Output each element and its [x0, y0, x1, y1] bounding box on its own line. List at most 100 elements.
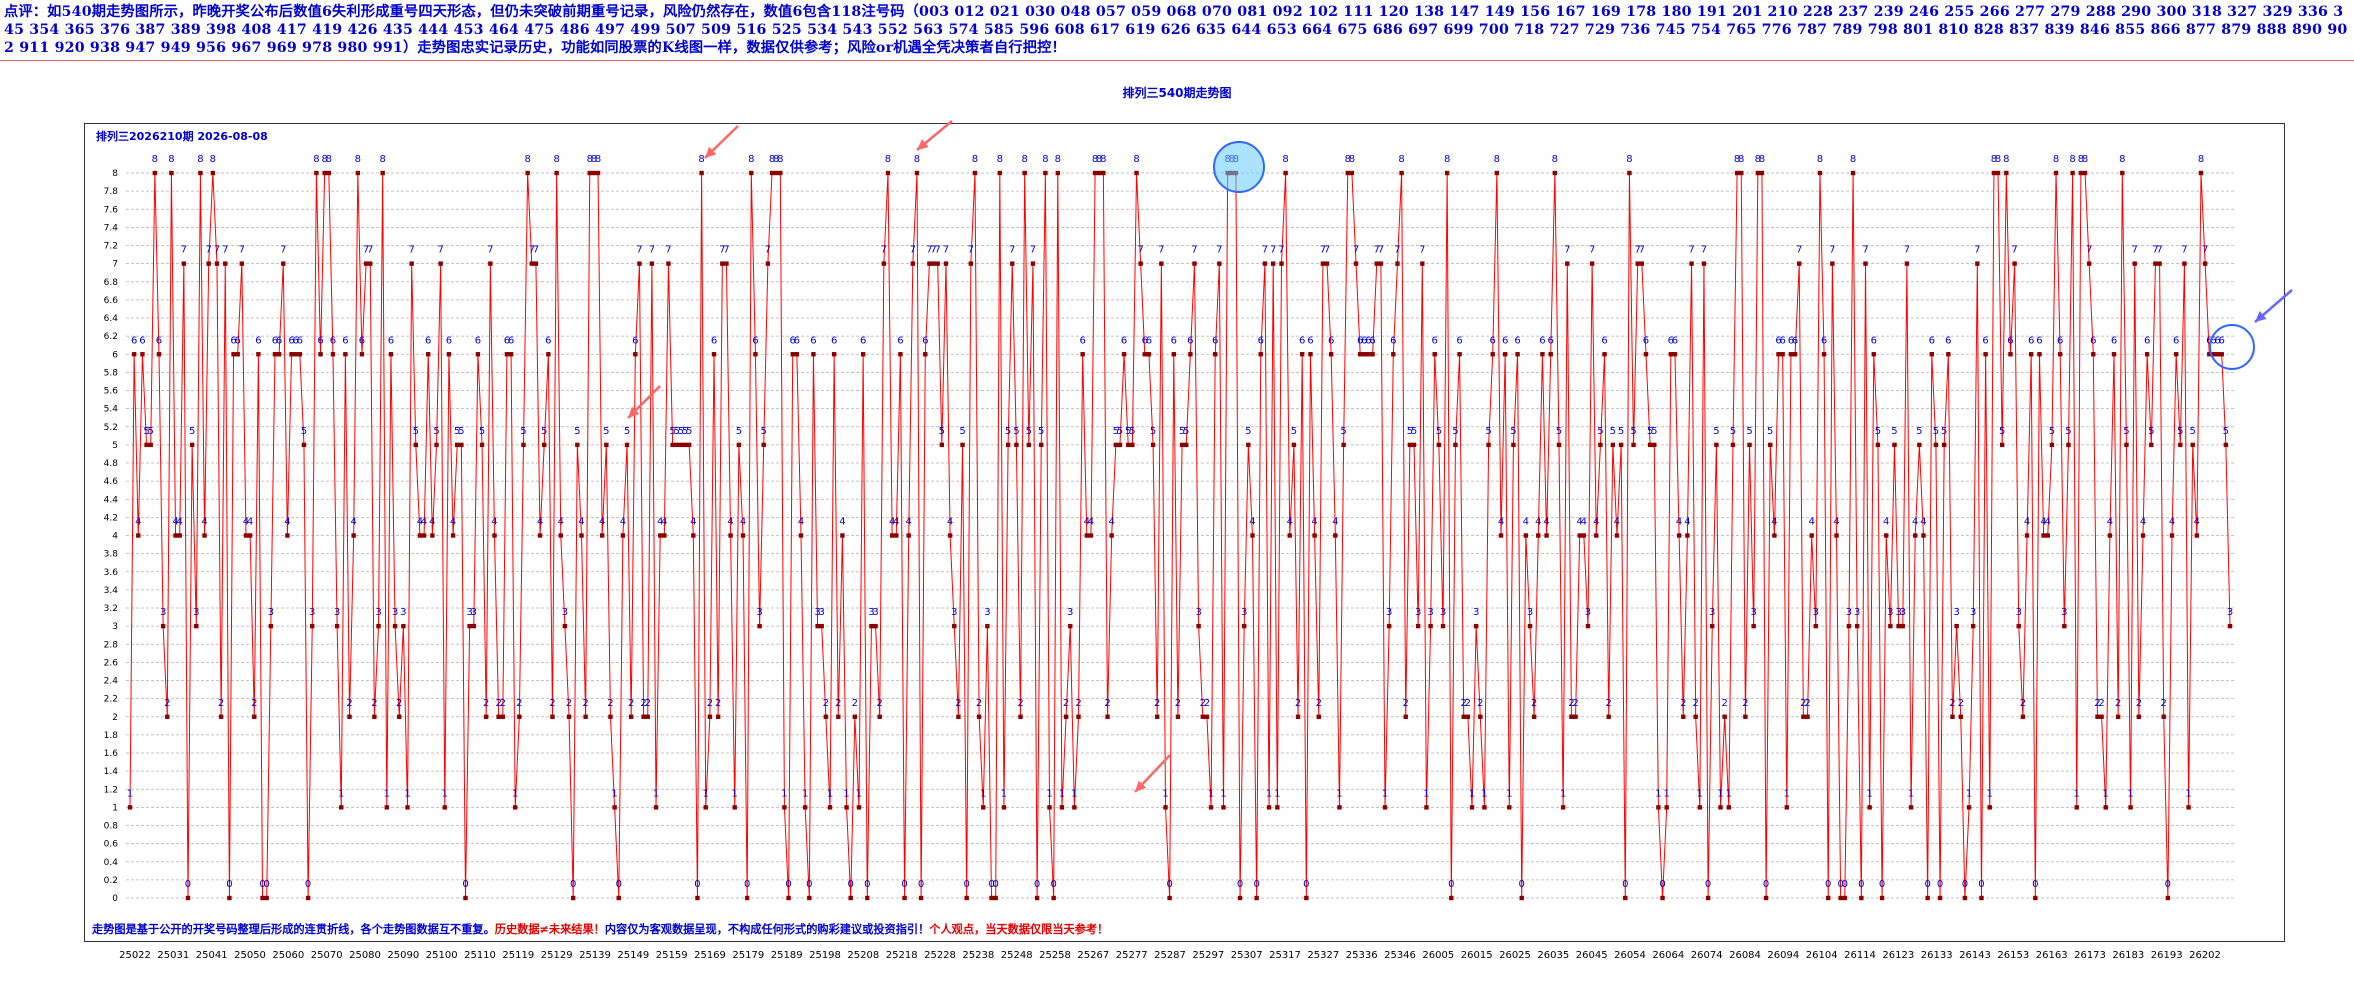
data-point	[330, 352, 336, 357]
data-point	[860, 352, 866, 357]
data-label: 4	[2045, 517, 2051, 528]
data-label: 7	[1353, 245, 1359, 256]
data-label: 6	[897, 335, 903, 346]
data-label: 7	[239, 245, 245, 256]
data-point	[1374, 261, 1379, 266]
data-point	[194, 623, 199, 629]
data-point	[1875, 442, 1881, 448]
data-point	[678, 442, 684, 448]
data-point	[413, 442, 418, 448]
data-point	[1751, 623, 1756, 629]
data-point	[1498, 533, 1504, 538]
data-point	[1610, 442, 1616, 448]
data-point	[628, 714, 634, 719]
data-label: 3	[1900, 607, 1906, 618]
data-point	[2173, 352, 2179, 357]
data-label: 0	[462, 879, 468, 890]
data-point	[272, 352, 278, 357]
data-point	[409, 261, 414, 266]
data-point	[2136, 714, 2142, 719]
data-point	[2004, 170, 2009, 176]
data-point	[1312, 533, 1317, 538]
data-label: 3	[819, 607, 825, 618]
data-label: 5	[2065, 426, 2071, 437]
data-point	[2215, 352, 2220, 357]
y-tick-label: 2	[112, 713, 118, 723]
data-label: 6	[1212, 335, 1218, 346]
data-label: 2	[1461, 698, 1467, 709]
data-label: 6	[831, 335, 837, 346]
data-label: 4	[947, 517, 953, 528]
data-label: 7	[1419, 245, 1425, 256]
data-point	[2074, 805, 2079, 810]
data-label: 5	[1245, 426, 1251, 437]
x-tick-label: 26133	[1921, 950, 1953, 961]
data-label: 6	[711, 335, 717, 346]
data-label: 5	[1117, 426, 1123, 437]
data-label: 8	[326, 154, 332, 165]
data-label: 4	[2140, 517, 2146, 528]
data-point	[1076, 714, 1081, 719]
data-point	[1734, 170, 1740, 176]
data-label: 0	[263, 879, 269, 890]
data-label: 5	[1150, 426, 1156, 437]
data-point	[1689, 261, 1694, 266]
data-label: 5	[1291, 426, 1297, 437]
data-point	[1246, 442, 1251, 448]
data-label: 2	[1800, 698, 1806, 709]
data-point	[1208, 805, 1214, 810]
y-tick-label: 7.2	[104, 242, 118, 252]
data-label: 2	[1742, 698, 1748, 709]
data-point	[997, 170, 1003, 176]
data-point	[177, 533, 182, 538]
data-label: 7	[1158, 245, 1164, 256]
data-point	[1221, 805, 1226, 810]
data-point	[181, 261, 187, 266]
data-label: 6	[1299, 335, 1305, 346]
y-tick-label: 5.6	[104, 387, 119, 397]
data-point	[993, 895, 998, 901]
x-tick-label: 25267	[1077, 950, 1109, 961]
header-divider	[0, 60, 2354, 61]
data-label: 0	[1303, 879, 1309, 890]
data-point	[914, 170, 920, 176]
data-point	[289, 352, 294, 357]
data-label: 8	[379, 154, 385, 165]
data-point	[355, 170, 361, 176]
data-point	[1536, 533, 1541, 538]
data-point	[877, 714, 882, 719]
data-point	[1324, 261, 1330, 266]
data-label: 7	[222, 245, 228, 256]
data-point	[1730, 442, 1736, 448]
data-point	[608, 714, 613, 719]
data-label: 1	[384, 788, 390, 799]
data-point	[653, 805, 659, 810]
data-label: 6	[1871, 335, 1877, 346]
data-point	[1999, 442, 2005, 448]
data-point	[1879, 895, 1885, 901]
data-label: 3	[1970, 607, 1976, 618]
data-label: 2	[346, 698, 352, 709]
data-point	[1333, 533, 1338, 538]
x-tick-label: 26104	[1806, 950, 1838, 961]
data-point	[1797, 261, 1802, 266]
data-point	[542, 442, 547, 448]
data-point	[2194, 533, 2200, 538]
data-point	[1130, 442, 1135, 448]
data-point	[1370, 352, 1375, 357]
data-label: 1	[338, 788, 344, 799]
data-point	[421, 533, 427, 538]
data-point	[1092, 170, 1098, 176]
data-label: 7	[280, 245, 286, 256]
arrow-head	[917, 139, 929, 150]
data-point	[649, 261, 655, 266]
data-label: 8	[748, 154, 754, 165]
data-point	[2053, 170, 2059, 176]
data-label: 2	[1949, 698, 1955, 709]
data-point	[384, 805, 390, 810]
data-point	[674, 442, 679, 448]
data-point	[1146, 352, 1152, 357]
data-point	[372, 714, 377, 719]
data-label: 1	[856, 788, 862, 799]
data-point	[1080, 352, 1085, 357]
